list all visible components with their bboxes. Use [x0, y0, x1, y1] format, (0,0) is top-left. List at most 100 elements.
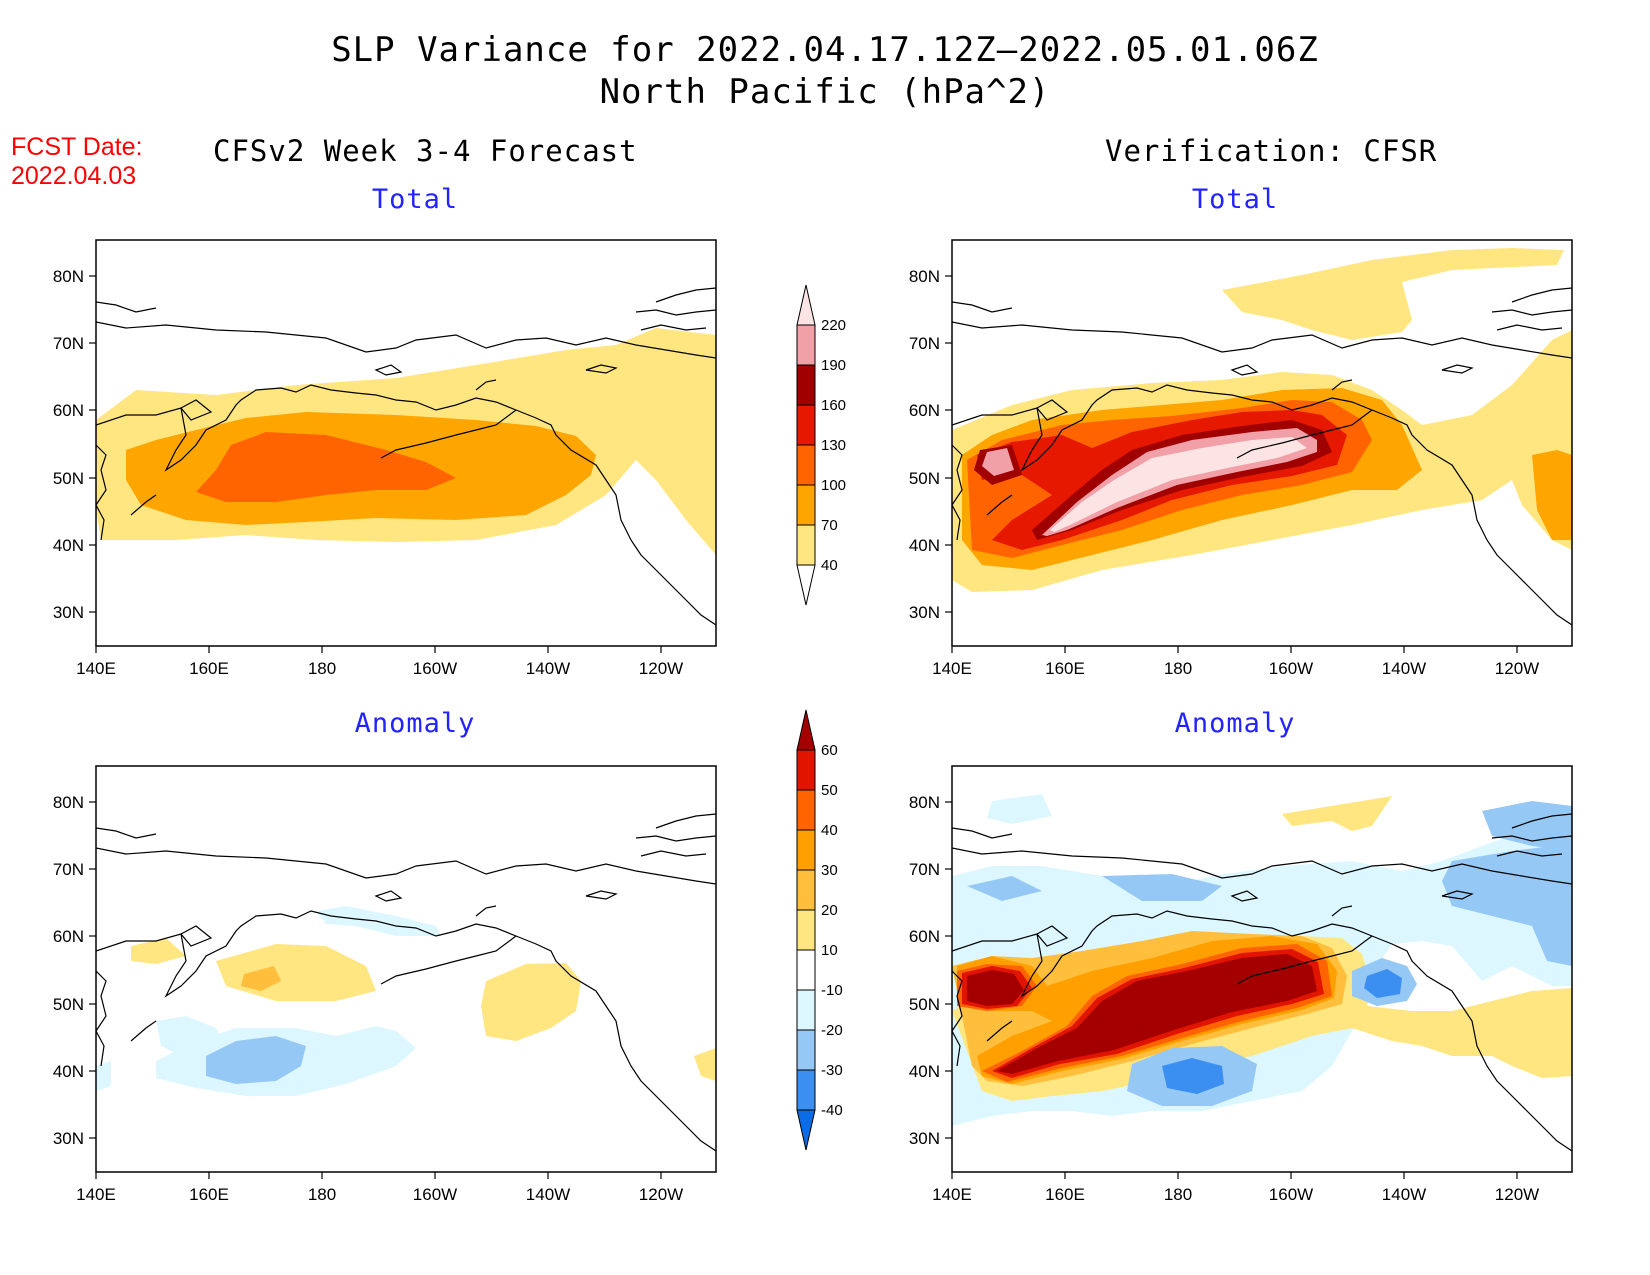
lon-tick-label: 140W [526, 659, 570, 678]
colorbar-anomaly-label: 30 [821, 862, 838, 879]
panel-bl-map [95, 765, 717, 1173]
colorbar-anomaly-label: 20 [821, 902, 838, 919]
colorbar-anomaly-swatch [796, 709, 816, 751]
lon-tick-label: 180 [1164, 1185, 1192, 1204]
colorbar-anomaly-swatch [796, 909, 816, 951]
colorbar-total-label: 190 [821, 357, 846, 374]
colorbar-total-label: 40 [821, 557, 838, 574]
colorbar-anomaly-swatch [796, 829, 816, 871]
lat-tick-label: 80N [909, 793, 940, 812]
colorbar-anomaly-swatch [796, 1069, 816, 1111]
right-column-title: Verification: CFSR [1105, 134, 1438, 168]
colorbar-total-label: 70 [821, 517, 838, 534]
colorbar-anomaly-label: -30 [821, 1062, 843, 1079]
lon-tick-label: 180 [1164, 659, 1192, 678]
colorbar-anomaly-swatch [796, 789, 816, 831]
colorbar-total-swatch [796, 484, 816, 526]
lon-tick-label: 120W [639, 1185, 683, 1204]
lon-tick-label: 160W [1269, 1185, 1313, 1204]
lat-tick-label: 40N [53, 1062, 84, 1081]
colorbar-anomaly-swatch [796, 1029, 816, 1071]
panel-tl-title: Total [371, 184, 459, 215]
axes-layer: 140E 160E 180 160W 140W 120W 80N 70N 60N 50N 40N 30… [53, 267, 1539, 1204]
colorbar-total-swatch [796, 444, 816, 486]
lon-tick-label: 180 [308, 1185, 336, 1204]
panel-tl-map [95, 239, 717, 647]
lon-tick-label: 180 [308, 659, 336, 678]
colorbar-total-label: 130 [821, 437, 846, 454]
main-subtitle: North Pacific (hPa^2) [599, 72, 1051, 112]
lat-tick-label: 80N [53, 267, 84, 286]
lon-tick-label: 160W [413, 1185, 457, 1204]
colorbar-anomaly-swatch [796, 989, 816, 1031]
lat-tick-label: 70N [53, 860, 84, 879]
lon-tick-label: 120W [1495, 659, 1539, 678]
colorbar-anomaly-swatch [796, 749, 816, 791]
lat-tick-label: 30N [909, 603, 940, 622]
colorbar-anomaly-label: -20 [821, 1022, 843, 1039]
lat-tick-label: 30N [53, 603, 84, 622]
lat-tick-label: 70N [53, 334, 84, 353]
lat-tick-label: 50N [53, 995, 84, 1014]
colorbar-anomaly-label: -40 [821, 1102, 843, 1119]
lon-tick-label: 160E [1045, 659, 1085, 678]
colorbar-anomaly-label: 50 [821, 782, 838, 799]
lat-tick-label: 50N [909, 995, 940, 1014]
lat-tick-label: 40N [909, 536, 940, 555]
colorbar-total-swatch [796, 404, 816, 446]
lat-tick-label: 40N [53, 536, 84, 555]
colorbar-layer: 40 70 100 130 160 190 220 -40 -30 -20 -10 10 20 30 40 5… [796, 284, 846, 1151]
lon-tick-label: 140W [1382, 659, 1426, 678]
colorbar-total-label: 100 [821, 477, 846, 494]
colorbar-anomaly-label: 40 [821, 822, 838, 839]
panel-bl-title: Anomaly [354, 708, 476, 739]
lat-tick-label: 40N [909, 1062, 940, 1081]
lon-tick-label: 160E [189, 1185, 229, 1204]
lon-tick-label: 140E [76, 1185, 116, 1204]
main-title: SLP Variance for 2022.04.17.12Z—2022.05.… [331, 30, 1319, 70]
lon-tick-label: 140W [1382, 1185, 1426, 1204]
panel-br-map [951, 765, 1573, 1173]
lat-tick-label: 50N [53, 469, 84, 488]
colorbar-total-label: 220 [821, 317, 846, 334]
panel-tr-title: Total [1191, 184, 1279, 215]
lat-tick-label: 30N [909, 1129, 940, 1148]
lon-tick-label: 120W [1495, 1185, 1539, 1204]
lat-tick-label: 60N [53, 927, 84, 946]
colorbar-anomaly-swatch [796, 1109, 816, 1151]
lat-tick-label: 70N [909, 334, 940, 353]
lon-tick-label: 140E [932, 1185, 972, 1204]
colorbar-anomaly-label: 60 [821, 742, 838, 759]
lat-tick-label: 70N [909, 860, 940, 879]
colorbar-total-swatch [796, 524, 816, 566]
colorbar-anomaly-swatch [796, 869, 816, 911]
lon-tick-label: 140E [932, 659, 972, 678]
lon-tick-label: 160E [189, 659, 229, 678]
lat-tick-label: 30N [53, 1129, 84, 1148]
panel-br-title: Anomaly [1174, 708, 1296, 739]
fcst-date: 2022.04.03 [11, 162, 137, 190]
lon-tick-label: 160W [1269, 659, 1313, 678]
colorbar-anomaly-label: 10 [821, 942, 838, 959]
lat-tick-label: 60N [53, 401, 84, 420]
lon-tick-label: 120W [639, 659, 683, 678]
panel-tr-map [951, 239, 1573, 647]
lat-tick-label: 60N [909, 927, 940, 946]
lon-tick-label: 140W [526, 1185, 570, 1204]
colorbar-anomaly-swatch [796, 949, 816, 991]
lon-tick-label: 160W [413, 659, 457, 678]
colorbar-total-under [796, 564, 816, 606]
colorbar-total-swatch [796, 364, 816, 406]
lat-tick-label: 50N [909, 469, 940, 488]
lon-tick-label: 160E [1045, 1185, 1085, 1204]
left-column-title: CFSv2 Week 3-4 Forecast [213, 134, 638, 168]
fcst-label: FCST Date: [11, 133, 143, 161]
colorbar-anomaly-label: -10 [821, 982, 843, 999]
lat-tick-label: 60N [909, 401, 940, 420]
lat-tick-label: 80N [53, 793, 84, 812]
colorbar-total-swatch [796, 324, 816, 366]
lon-tick-label: 140E [76, 659, 116, 678]
lat-tick-label: 80N [909, 267, 940, 286]
colorbar-total-label: 160 [821, 397, 846, 414]
